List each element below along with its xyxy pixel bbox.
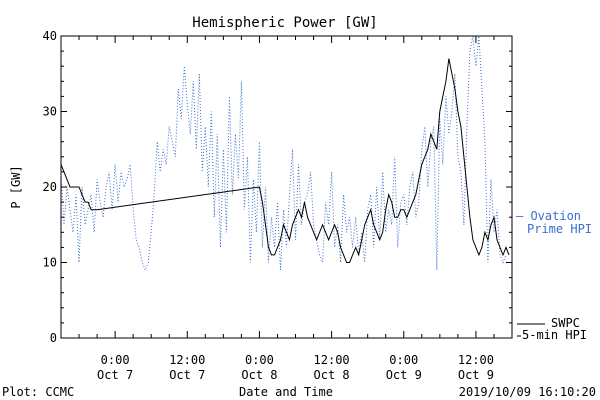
x-tick-date-4: Oct 9 xyxy=(386,368,422,382)
plot-area-frame xyxy=(60,35,513,339)
swpc-legend-line1: SWPC xyxy=(551,316,580,330)
ovation-legend-line1: — Ovation xyxy=(516,209,581,223)
series-line-0 xyxy=(60,35,507,272)
y-tick-label-2: 20 xyxy=(43,180,57,194)
x-tick-date-3: Oct 8 xyxy=(314,368,350,382)
footer-plot-source: Plot: CCMC xyxy=(2,385,74,399)
y-axis-label: P [GW] xyxy=(9,165,23,208)
ovation-prime-series xyxy=(60,35,507,272)
swpc-series xyxy=(60,58,510,263)
y-tick-label-3: 30 xyxy=(43,105,57,119)
x-tick-date-2: Oct 8 xyxy=(241,368,277,382)
chart-title: Hemispheric Power [GW] xyxy=(192,15,377,31)
x-tick-time-3: 12:00 xyxy=(314,353,350,367)
x-tick-time-1: 12:00 xyxy=(169,353,205,367)
ovation-legend-line2: Prime HPI xyxy=(527,222,592,236)
x-tick-date-1: Oct 7 xyxy=(169,368,205,382)
x-tick-time-0: 0:00 xyxy=(101,353,130,367)
y-tick-label-0: 0 xyxy=(50,331,57,345)
x-tick-time-5: 12:00 xyxy=(458,353,494,367)
x-tick-time-4: 0:00 xyxy=(389,353,418,367)
x-axis-label: Date and Time xyxy=(239,385,333,399)
y-tick-label-1: 10 xyxy=(43,256,57,270)
y-axis-ticks: 0 10 20 30 40 xyxy=(43,29,512,345)
series-line-1 xyxy=(60,58,510,263)
x-tick-time-2: 0:00 xyxy=(245,353,274,367)
footer-timestamp: 2019/10/09 16:10:20 xyxy=(459,385,596,399)
x-tick-date-0: Oct 7 xyxy=(97,368,133,382)
x-tick-date-5: Oct 9 xyxy=(458,368,494,382)
swpc-legend-line2: 5-min HPI xyxy=(522,328,587,342)
y-tick-label-4: 40 xyxy=(43,29,57,43)
